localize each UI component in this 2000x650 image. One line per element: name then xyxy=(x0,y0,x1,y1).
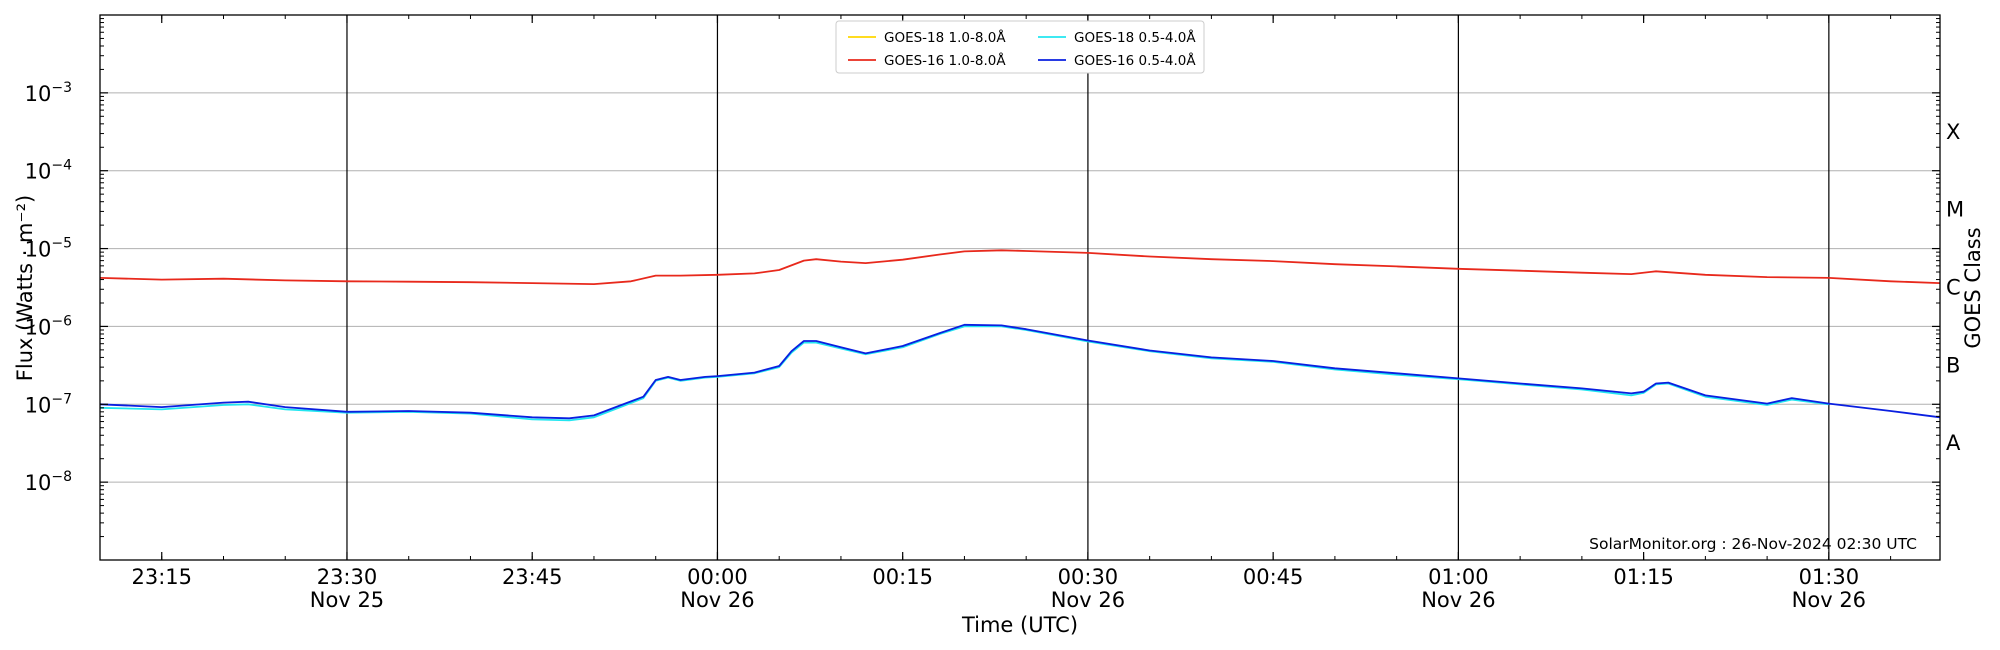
x-axis-title: Time (UTC) xyxy=(961,613,1078,637)
axes-layer xyxy=(99,14,1941,561)
x-tick-date-label: Nov 26 xyxy=(1792,588,1866,612)
goes-class-label: X xyxy=(1946,120,1960,144)
x-tick-label: 00:15 xyxy=(872,565,933,589)
x-tick-label: 00:30 xyxy=(1058,565,1119,589)
y-tick-label: 10−6 xyxy=(25,313,72,339)
x-tick-date-label: Nov 25 xyxy=(310,588,384,612)
x-tick-label: 23:15 xyxy=(131,565,192,589)
series-layer xyxy=(99,249,1941,422)
x-tick-label: 00:00 xyxy=(687,565,748,589)
x-tick-date-label: Nov 26 xyxy=(1051,588,1125,612)
x-tick-label: 23:30 xyxy=(317,565,378,589)
legend: GOES-18 1.0-8.0Å GOES-16 1.0-8.0Å GOES-18 … xyxy=(835,20,1205,74)
goes-class-label: M xyxy=(1946,198,1964,222)
plot-frame xyxy=(99,14,1941,561)
x-tick-label: 01:00 xyxy=(1428,565,1489,589)
credit-text: SolarMonitor.org : 26-Nov-2024 02:30 UTC xyxy=(1589,535,1917,553)
goes-class-label: B xyxy=(1946,353,1960,377)
goes-class-label: C xyxy=(1946,276,1961,300)
goes-class-label: A xyxy=(1946,431,1961,455)
y-axis-title: Flux (Watts · m⁻²) xyxy=(13,195,37,381)
x-tick-label: 00:45 xyxy=(1243,565,1304,589)
series-line-1 xyxy=(99,249,1941,285)
legend-label: GOES-16 1.0-8.0Å xyxy=(884,52,1006,69)
legend-box xyxy=(835,20,1205,74)
y-tick-label: 10−5 xyxy=(25,236,72,262)
grid-layer xyxy=(100,15,1940,560)
series-line-3 xyxy=(99,323,1941,420)
x-tick-label: 23:45 xyxy=(502,565,563,589)
y2-axis-title: GOES Class xyxy=(1961,227,1985,348)
x-tick-date-label: Nov 26 xyxy=(1421,588,1495,612)
x-tick-label: 01:30 xyxy=(1799,565,1860,589)
y-tick-label: 10−3 xyxy=(25,80,72,106)
legend-label: GOES-18 0.5-4.0Å xyxy=(1074,29,1196,46)
legend-label: GOES-16 0.5-4.0Å xyxy=(1074,52,1196,69)
x-tick-label: 01:15 xyxy=(1613,565,1674,589)
x-tick-date-label: Nov 26 xyxy=(680,588,754,612)
y-tick-label: 10−4 xyxy=(25,158,72,184)
y-tick-label: 10−8 xyxy=(25,469,72,495)
y-tick-label: 10−7 xyxy=(25,391,72,417)
series-line-2 xyxy=(99,325,1830,422)
legend-label: GOES-18 1.0-8.0Å xyxy=(884,29,1006,46)
